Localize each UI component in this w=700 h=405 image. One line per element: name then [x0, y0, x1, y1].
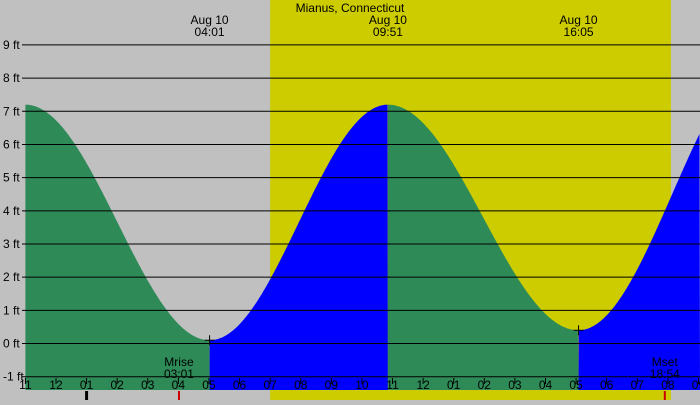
y-tick-label: 4 ft [3, 204, 20, 218]
y-tick-label: 9 ft [3, 38, 20, 52]
x-tick-label: 03 [141, 378, 155, 392]
tide-event-time: 09:51 [373, 25, 403, 39]
x-tick-label: 01 [447, 378, 461, 392]
x-tick-label: 11 [386, 378, 399, 392]
x-tick-label: 12 [416, 378, 430, 392]
x-tick-label: 03 [508, 378, 522, 392]
y-tick-label: 2 ft [3, 270, 20, 284]
x-tick-label: 02 [478, 378, 492, 392]
x-tick-label: 04 [539, 378, 553, 392]
x-tick-label: 10 [355, 378, 369, 392]
x-tick-label: 05 [569, 378, 583, 392]
tide-event-time: 04:01 [195, 25, 225, 39]
tide-event-time: 16:05 [564, 25, 594, 39]
chart-title: Mianus, Connecticut [296, 1, 405, 15]
y-tick-label: 3 ft [3, 237, 20, 251]
x-tick-label: 01 [80, 378, 94, 392]
x-tick-label: 09 [325, 378, 339, 392]
x-tick-label: 06 [600, 378, 614, 392]
y-tick-label: 6 ft [3, 137, 20, 151]
x-tick-label: 08 [294, 378, 308, 392]
x-tick-label: 11 [19, 378, 32, 392]
x-tick-label: 05 [202, 378, 216, 392]
y-tick-label: 5 ft [3, 171, 20, 185]
y-tick-label: 8 ft [3, 71, 20, 85]
x-tick-label: 09 [692, 378, 700, 392]
moon-event-time: 03:01 [164, 367, 194, 381]
moon-event-time: 18:54 [650, 367, 680, 381]
x-tick-label: 06 [233, 378, 247, 392]
x-tick-label: 12 [49, 378, 63, 392]
y-tick-label: 7 ft [3, 104, 20, 118]
x-tick-label: 07 [631, 378, 645, 392]
x-tick-label: 07 [263, 378, 277, 392]
y-tick-label: 1 ft [3, 303, 20, 317]
x-tick-label: 02 [110, 378, 124, 392]
y-tick-label: 0 ft [3, 337, 20, 351]
